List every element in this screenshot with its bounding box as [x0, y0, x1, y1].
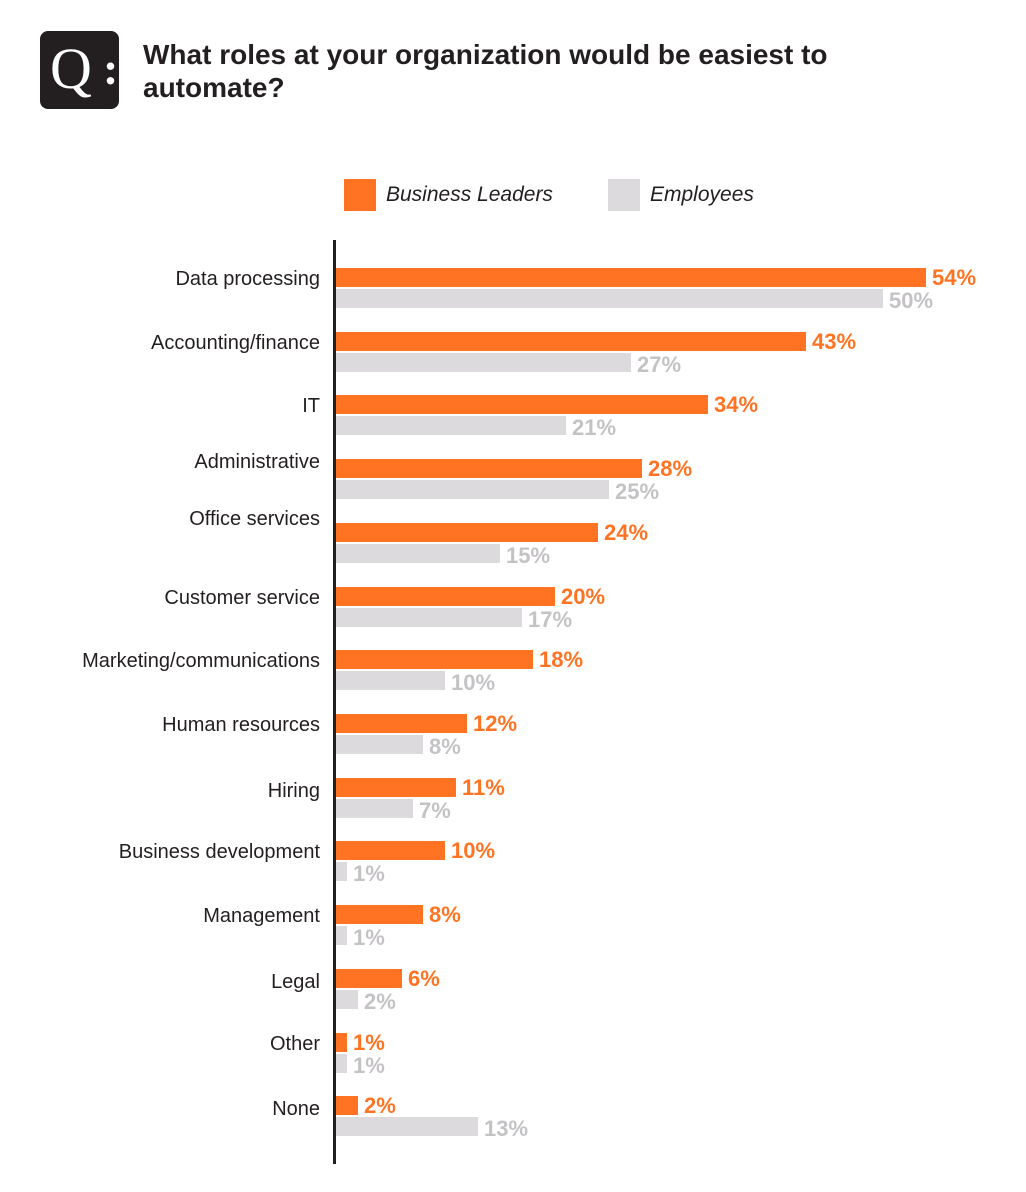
legend-item-employees: Employees — [608, 179, 754, 211]
bar-employees — [336, 544, 500, 563]
value-label-employees: 21% — [572, 415, 617, 440]
legend-swatch-business-leaders — [344, 179, 376, 211]
category-label: Business development — [118, 841, 320, 863]
value-label-business-leaders: 10% — [451, 838, 496, 863]
bar-group-customer-service: Customer service 20% 17% — [0, 584, 1026, 632]
category-label: Marketing/communications — [82, 650, 320, 672]
bar-employees — [336, 289, 883, 308]
bar-employees — [336, 1054, 347, 1073]
bar-business-leaders — [336, 650, 533, 669]
bar-business-leaders — [336, 1096, 358, 1115]
category-label: None — [272, 1098, 320, 1120]
bar-business-leaders — [336, 268, 926, 287]
bar-group-it: IT 34% 21% — [0, 392, 1026, 440]
value-label-business-leaders: 12% — [473, 711, 518, 736]
bar-group-legal: Legal 6% 2% — [0, 966, 1026, 1014]
value-label-business-leaders: 43% — [812, 329, 857, 354]
category-label: IT — [302, 395, 320, 417]
question-badge-colon: : — [103, 43, 119, 94]
legend-label-business-leaders: Business Leaders — [386, 183, 553, 206]
value-label-employees: 1% — [353, 925, 385, 950]
value-label-employees: 1% — [353, 1053, 385, 1078]
bar-group-administrative: Administrative 28% 25% — [0, 451, 1026, 504]
bar-business-leaders — [336, 587, 555, 606]
bar-business-leaders — [336, 841, 445, 860]
bar-group-human-resources: Human resources 12% 8% — [0, 711, 1026, 759]
bar-group-business-development: Business development 10% 1% — [0, 838, 1026, 886]
question-badge-icon: Q : — [40, 31, 119, 109]
legend-item-business-leaders: Business Leaders — [344, 179, 553, 211]
value-label-business-leaders: 20% — [561, 584, 606, 609]
bar-business-leaders — [336, 395, 708, 414]
bar-business-leaders — [336, 459, 642, 478]
bar-group-data-processing: Data processing 54% 50% — [0, 265, 1026, 313]
question-badge-q: Q — [50, 36, 92, 101]
value-label-business-leaders: 11% — [462, 775, 505, 800]
bar-group-accounting-finance: Accounting/finance 43% 27% — [0, 329, 1026, 377]
bar-business-leaders — [336, 714, 467, 733]
bar-employees — [336, 1117, 478, 1136]
value-label-employees: 27% — [637, 352, 682, 377]
value-label-business-leaders: 6% — [408, 966, 440, 991]
legend-label-employees: Employees — [650, 183, 754, 206]
value-label-employees: 10% — [451, 670, 496, 695]
value-label-business-leaders: 8% — [429, 902, 461, 927]
bar-business-leaders — [336, 969, 402, 988]
bar-group-management: Management 8% 1% — [0, 902, 1026, 950]
category-label: Management — [203, 905, 320, 927]
bar-employees — [336, 671, 445, 690]
y-axis-line — [333, 240, 336, 1164]
value-label-business-leaders: 18% — [539, 647, 584, 672]
value-label-employees: 8% — [429, 734, 461, 759]
bar-employees — [336, 990, 358, 1009]
value-label-employees: 25% — [615, 479, 660, 504]
category-label: Data processing — [175, 268, 320, 290]
bar-group-marketing-communications: Marketing/communications 18% 10% — [0, 647, 1026, 695]
value-label-employees: 17% — [528, 607, 573, 632]
value-label-employees: 2% — [364, 989, 396, 1014]
value-label-employees: 1% — [353, 861, 385, 886]
chart-title: What roles at your organization would be… — [143, 39, 828, 103]
bar-business-leaders — [336, 905, 423, 924]
category-label: Accounting/finance — [150, 332, 320, 354]
category-label: Human resources — [162, 714, 320, 736]
bar-group-office-services: Office services 24% 15% — [0, 508, 1026, 568]
value-label-business-leaders: 2% — [364, 1093, 396, 1118]
category-label: Administrative — [194, 451, 320, 473]
value-label-business-leaders: 34% — [714, 392, 759, 417]
value-label-employees: 15% — [506, 543, 551, 568]
bar-business-leaders — [336, 778, 456, 797]
bar-employees — [336, 480, 609, 499]
value-label-business-leaders: 54% — [932, 265, 977, 290]
bar-employees — [336, 799, 413, 818]
bar-employees — [336, 608, 522, 627]
category-label: Hiring — [267, 780, 320, 802]
value-label-business-leaders: 1% — [353, 1030, 385, 1055]
bar-business-leaders — [336, 523, 598, 542]
value-label-employees: 50% — [889, 288, 934, 313]
value-label-business-leaders: 24% — [604, 520, 649, 545]
category-label: Other — [269, 1033, 320, 1055]
bar-business-leaders — [336, 332, 806, 351]
bar-employees — [336, 353, 631, 372]
bar-business-leaders — [336, 1033, 347, 1052]
legend-swatch-employees — [608, 179, 640, 211]
bar-group-hiring: Hiring 11% 7% — [0, 775, 1026, 823]
bar-employees — [336, 416, 566, 435]
category-label: Office services — [189, 508, 320, 530]
bar-employees — [336, 735, 423, 754]
bar-group-other: Other 1% 1% — [0, 1030, 1026, 1078]
category-label: Customer service — [164, 587, 320, 609]
value-label-employees: 7% — [419, 798, 451, 823]
value-label-business-leaders: 28% — [648, 456, 693, 481]
category-label: Legal — [271, 971, 320, 993]
value-label-employees: 13% — [484, 1116, 529, 1141]
bar-group-none: None 2% 13% — [0, 1093, 1026, 1141]
bar-employees — [336, 926, 347, 945]
bar-employees — [336, 862, 347, 881]
